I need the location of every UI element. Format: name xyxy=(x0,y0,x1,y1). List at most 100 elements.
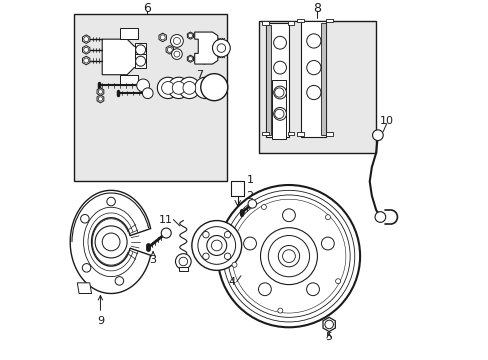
Circle shape xyxy=(273,61,286,74)
Circle shape xyxy=(162,81,174,94)
Circle shape xyxy=(261,204,266,210)
Circle shape xyxy=(231,262,237,267)
Circle shape xyxy=(247,199,256,208)
Circle shape xyxy=(203,231,209,238)
Circle shape xyxy=(83,37,88,42)
Circle shape xyxy=(306,34,320,48)
Bar xyxy=(258,21,375,153)
Polygon shape xyxy=(120,28,138,39)
Polygon shape xyxy=(135,43,146,57)
Circle shape xyxy=(325,215,330,220)
Circle shape xyxy=(188,57,192,61)
Circle shape xyxy=(178,77,200,99)
Text: 9: 9 xyxy=(97,296,104,326)
Circle shape xyxy=(243,237,256,250)
Circle shape xyxy=(273,36,286,49)
Circle shape xyxy=(306,60,320,75)
Circle shape xyxy=(175,254,191,269)
Text: 7: 7 xyxy=(196,53,209,80)
Circle shape xyxy=(224,253,230,260)
Polygon shape xyxy=(187,55,193,62)
Polygon shape xyxy=(323,317,335,332)
Circle shape xyxy=(173,37,180,45)
Polygon shape xyxy=(265,25,271,135)
Polygon shape xyxy=(321,23,325,135)
Circle shape xyxy=(306,85,320,100)
Polygon shape xyxy=(97,95,103,103)
Bar xyxy=(74,14,226,181)
Polygon shape xyxy=(272,80,286,139)
Circle shape xyxy=(174,51,180,57)
Circle shape xyxy=(217,185,359,327)
Circle shape xyxy=(335,279,340,284)
Polygon shape xyxy=(70,190,150,293)
Polygon shape xyxy=(287,21,294,25)
Polygon shape xyxy=(166,46,173,54)
Circle shape xyxy=(98,97,102,101)
Polygon shape xyxy=(82,46,90,54)
Text: 4: 4 xyxy=(228,277,235,287)
Circle shape xyxy=(224,231,230,238)
Polygon shape xyxy=(97,88,103,96)
Polygon shape xyxy=(82,56,90,65)
Circle shape xyxy=(102,233,120,251)
Circle shape xyxy=(273,86,286,99)
Circle shape xyxy=(168,77,189,99)
Circle shape xyxy=(157,77,178,99)
Circle shape xyxy=(211,240,222,251)
Polygon shape xyxy=(262,21,269,25)
Circle shape xyxy=(201,74,227,101)
Text: 8: 8 xyxy=(313,2,321,15)
Circle shape xyxy=(83,58,88,63)
Circle shape xyxy=(95,226,127,258)
Circle shape xyxy=(194,77,216,99)
Circle shape xyxy=(324,320,333,329)
Polygon shape xyxy=(325,18,332,22)
Polygon shape xyxy=(262,132,269,135)
Circle shape xyxy=(206,235,226,256)
Polygon shape xyxy=(287,132,294,135)
Circle shape xyxy=(217,44,225,52)
Circle shape xyxy=(161,228,171,238)
Circle shape xyxy=(274,88,284,97)
Text: 3: 3 xyxy=(149,252,156,265)
Circle shape xyxy=(171,49,182,59)
Text: 1: 1 xyxy=(246,175,253,185)
Circle shape xyxy=(137,79,149,92)
Circle shape xyxy=(160,35,165,40)
Polygon shape xyxy=(102,39,144,75)
Circle shape xyxy=(191,221,241,270)
Polygon shape xyxy=(265,23,288,137)
Text: 2: 2 xyxy=(246,191,253,201)
Circle shape xyxy=(179,257,187,266)
Circle shape xyxy=(135,45,145,55)
Circle shape xyxy=(135,56,145,66)
Circle shape xyxy=(278,246,299,267)
Circle shape xyxy=(321,237,334,250)
Circle shape xyxy=(115,276,123,285)
Circle shape xyxy=(188,33,192,38)
Circle shape xyxy=(372,130,383,140)
Circle shape xyxy=(203,253,209,260)
Text: 11: 11 xyxy=(158,215,172,225)
Polygon shape xyxy=(187,32,193,39)
Circle shape xyxy=(212,39,230,57)
Circle shape xyxy=(106,197,115,206)
Circle shape xyxy=(258,283,271,296)
Circle shape xyxy=(98,90,102,94)
Polygon shape xyxy=(77,283,91,293)
Circle shape xyxy=(273,107,286,120)
Polygon shape xyxy=(159,33,166,42)
Polygon shape xyxy=(297,132,304,136)
Circle shape xyxy=(83,48,88,52)
Circle shape xyxy=(274,109,284,118)
Circle shape xyxy=(142,88,153,99)
Polygon shape xyxy=(120,75,138,85)
Polygon shape xyxy=(297,18,304,22)
Circle shape xyxy=(198,227,235,264)
Circle shape xyxy=(306,283,319,296)
Text: 5: 5 xyxy=(325,332,332,342)
Circle shape xyxy=(282,209,295,222)
Circle shape xyxy=(170,35,183,48)
Circle shape xyxy=(277,308,282,313)
